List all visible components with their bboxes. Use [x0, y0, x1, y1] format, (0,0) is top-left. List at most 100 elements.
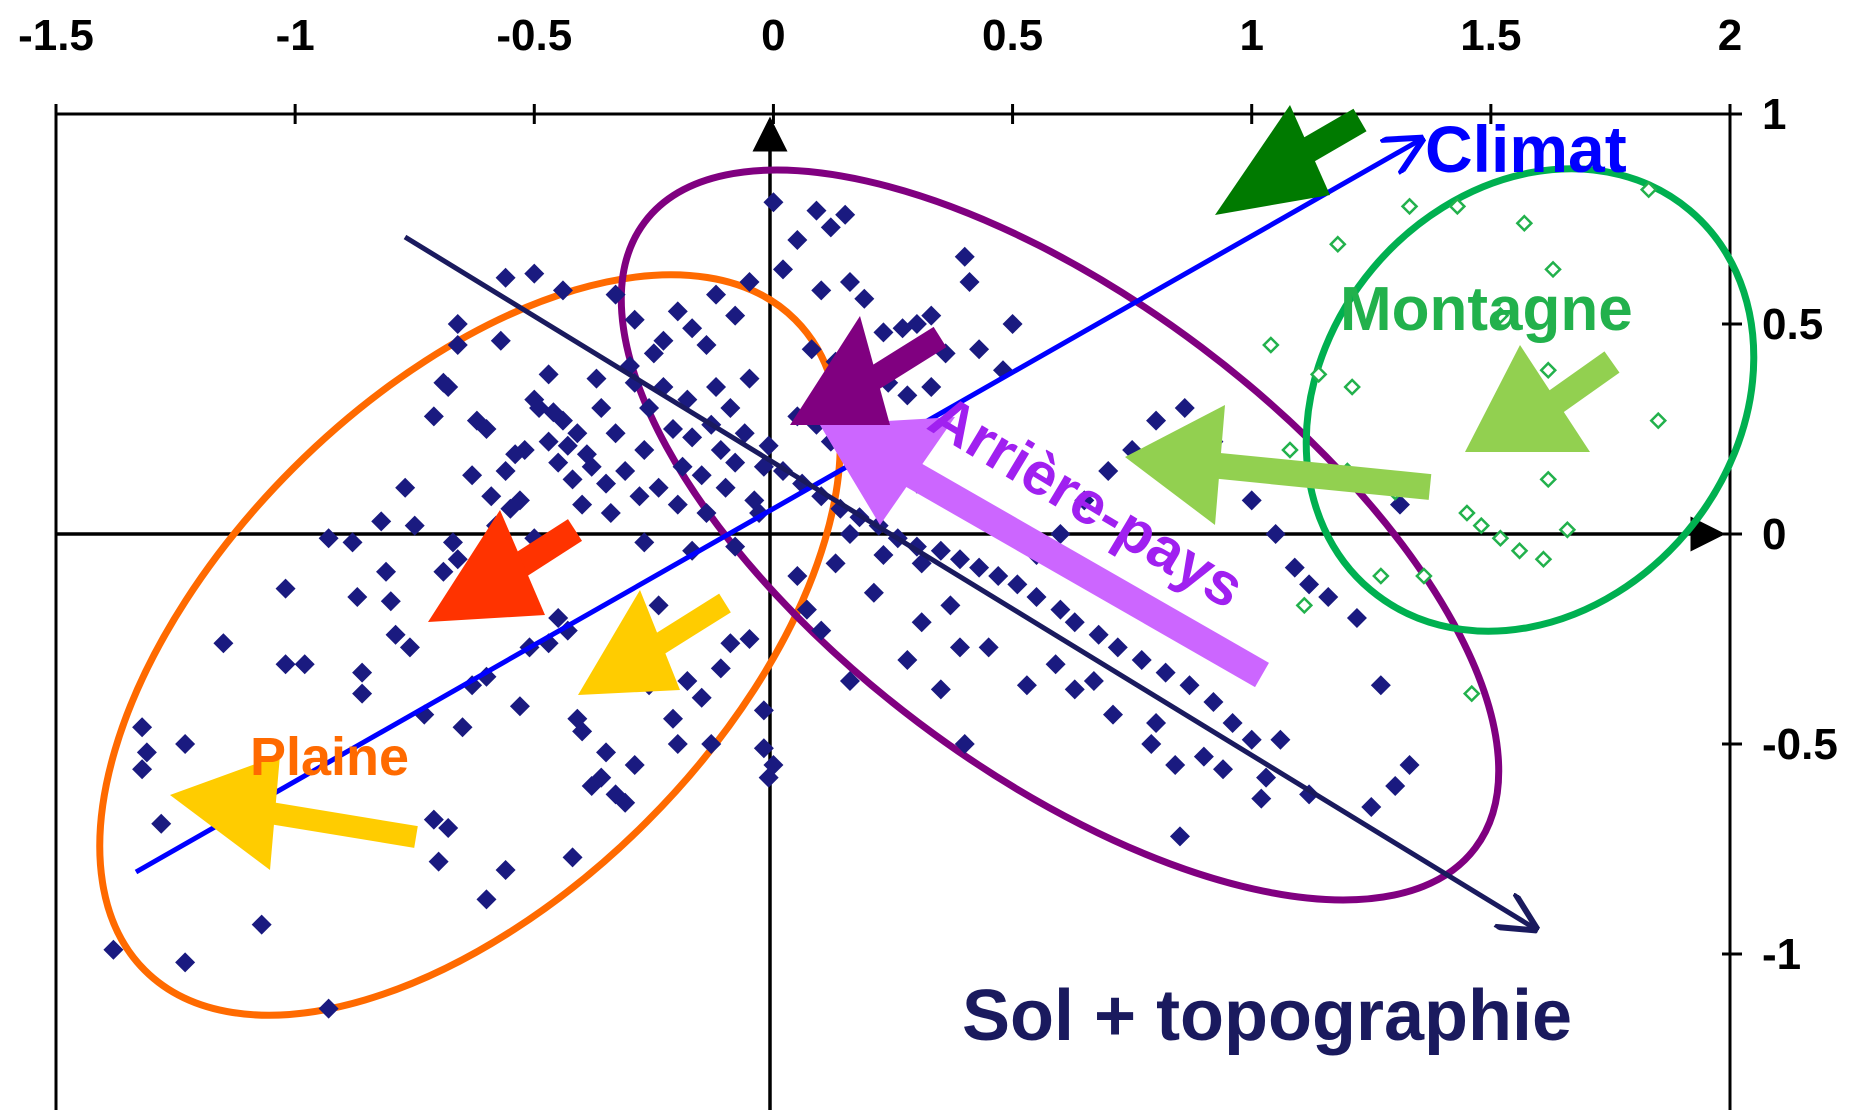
data-point: [371, 511, 392, 532]
data-point: [132, 759, 153, 780]
climat-vector: [134, 140, 1420, 875]
data-point: [438, 377, 459, 397]
data-point: [572, 721, 593, 742]
data-point: [562, 469, 583, 490]
data-point: [701, 734, 722, 754]
x-tick-label: 2: [1718, 11, 1742, 60]
data-point: [624, 755, 645, 775]
data-point: [662, 419, 683, 439]
purple-arrow: [790, 316, 947, 425]
data-point: [552, 280, 573, 301]
data-point: [495, 267, 516, 288]
data-point: [706, 377, 727, 397]
data-point: [318, 998, 339, 1019]
data-point: [1318, 587, 1339, 607]
tick-marks: [54, 104, 1742, 956]
data-point: [667, 494, 688, 515]
mountain-data-point: [1309, 365, 1328, 384]
data-point: [667, 301, 688, 322]
data-point: [438, 818, 459, 838]
sol-vector-group: [403, 234, 1534, 928]
data-point: [930, 679, 951, 700]
mountain-data-point: [1544, 260, 1562, 279]
data-point: [839, 671, 860, 691]
data-point: [347, 587, 368, 607]
climat-label: Climat: [1425, 112, 1627, 186]
data-point: [581, 456, 602, 477]
x-tick-label: 1.5: [1460, 11, 1521, 60]
data-point: [787, 230, 808, 250]
data-point: [739, 272, 760, 292]
data-point: [624, 309, 645, 330]
data-point: [715, 477, 736, 498]
data-point: [476, 889, 497, 910]
data-point: [710, 440, 731, 460]
data-point: [548, 608, 569, 628]
data-point: [481, 486, 502, 507]
data-point: [596, 473, 617, 494]
data-point: [677, 671, 698, 691]
data-point: [399, 637, 420, 658]
y-tick-label: -0.5: [1762, 720, 1838, 769]
mountain-data-point: [1372, 567, 1390, 585]
data-point: [930, 540, 951, 561]
data-point: [954, 246, 975, 267]
x-tick-label: -1.5: [18, 11, 94, 60]
data-point: [1299, 574, 1320, 595]
light-green-arrow-2: [1125, 405, 1432, 525]
data-point: [586, 368, 607, 389]
data-point: [854, 288, 875, 309]
data-point: [385, 624, 406, 645]
data-point: [906, 314, 927, 334]
data-point: [490, 330, 511, 351]
data-point: [1146, 713, 1167, 733]
data-point: [873, 545, 894, 565]
data-point: [529, 398, 550, 418]
mountain-data-point: [1649, 411, 1668, 430]
data-point: [600, 503, 621, 523]
data-point: [1193, 746, 1214, 767]
data-point: [1088, 624, 1109, 645]
data-point: [514, 440, 535, 460]
data-point: [1174, 398, 1195, 418]
data-point: [567, 423, 588, 444]
data-point: [897, 650, 918, 670]
x-tick-label: 1: [1239, 11, 1263, 60]
data-point: [897, 385, 918, 406]
data-point: [835, 204, 856, 225]
data-point: [1026, 587, 1047, 607]
data-point: [1050, 599, 1071, 620]
data-point: [691, 465, 712, 486]
data-point: [969, 339, 990, 360]
data-point: [796, 599, 817, 620]
data-point: [634, 440, 655, 460]
tick-labels: -1.5 -1 -0.5 0 0.5 1 1.5 210.50-0.5-1: [18, 11, 1838, 979]
data-point: [462, 465, 483, 486]
data-point: [423, 809, 444, 830]
x-tick-label: -0.5: [496, 11, 572, 60]
data-point: [1265, 524, 1286, 544]
data-point: [1385, 776, 1406, 796]
data-point: [811, 280, 832, 301]
data-point: [538, 431, 559, 452]
data-point: [921, 377, 942, 397]
mountain-data-point: [1462, 684, 1481, 703]
data-point: [696, 335, 717, 355]
mountain-data-point: [1491, 529, 1510, 547]
data-point: [495, 461, 516, 481]
mountain-data-point: [1539, 361, 1558, 379]
data-point: [447, 549, 468, 570]
sol-topographie-label: Sol + topographie: [962, 976, 1572, 1056]
data-point: [1064, 612, 1085, 633]
data-point: [557, 435, 578, 456]
y-tick-label: 0.5: [1762, 300, 1823, 349]
data-point: [615, 461, 636, 481]
data-point: [839, 524, 860, 544]
mountain-data-point: [1448, 197, 1467, 216]
y-tick-label: -1: [1762, 930, 1801, 979]
yellow-arrow-1: [578, 590, 731, 695]
data-point: [921, 305, 942, 326]
data-point: [1103, 704, 1124, 725]
mountain-data-point: [1415, 567, 1433, 585]
data-point: [275, 654, 296, 675]
